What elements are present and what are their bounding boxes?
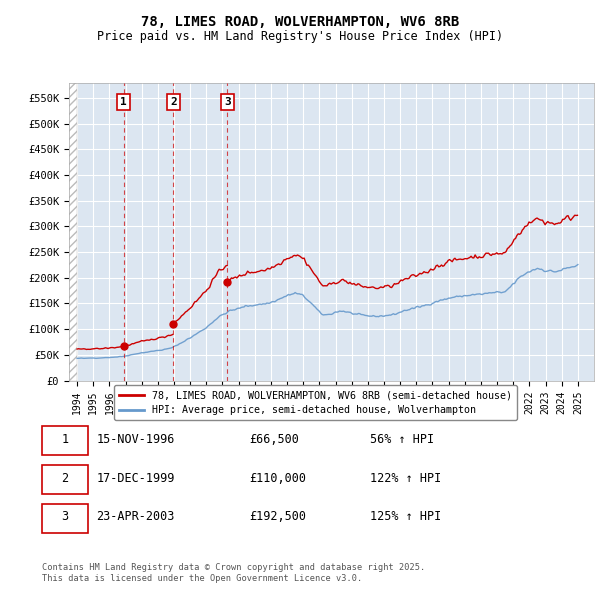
Text: 78, LIMES ROAD, WOLVERHAMPTON, WV6 8RB: 78, LIMES ROAD, WOLVERHAMPTON, WV6 8RB — [141, 15, 459, 30]
Text: 17-DEC-1999: 17-DEC-1999 — [97, 471, 175, 484]
Text: Price paid vs. HM Land Registry's House Price Index (HPI): Price paid vs. HM Land Registry's House … — [97, 30, 503, 43]
Text: £110,000: £110,000 — [250, 471, 307, 484]
Text: 122% ↑ HPI: 122% ↑ HPI — [370, 471, 441, 484]
Text: 56% ↑ HPI: 56% ↑ HPI — [370, 432, 434, 445]
Text: 125% ↑ HPI: 125% ↑ HPI — [370, 510, 441, 523]
Text: 3: 3 — [224, 97, 231, 107]
Text: £66,500: £66,500 — [250, 432, 299, 445]
Text: 1: 1 — [120, 97, 127, 107]
Text: 1: 1 — [61, 432, 68, 445]
FancyBboxPatch shape — [42, 426, 88, 455]
Text: Contains HM Land Registry data © Crown copyright and database right 2025.
This d: Contains HM Land Registry data © Crown c… — [42, 563, 425, 583]
Text: 3: 3 — [61, 510, 68, 523]
FancyBboxPatch shape — [42, 504, 88, 533]
Text: 15-NOV-1996: 15-NOV-1996 — [97, 432, 175, 445]
Text: 23-APR-2003: 23-APR-2003 — [97, 510, 175, 523]
Text: 2: 2 — [170, 97, 177, 107]
FancyBboxPatch shape — [42, 465, 88, 494]
Text: 2: 2 — [61, 471, 68, 484]
Legend: 78, LIMES ROAD, WOLVERHAMPTON, WV6 8RB (semi-detached house), HPI: Average price: 78, LIMES ROAD, WOLVERHAMPTON, WV6 8RB (… — [113, 385, 517, 420]
Text: £192,500: £192,500 — [250, 510, 307, 523]
